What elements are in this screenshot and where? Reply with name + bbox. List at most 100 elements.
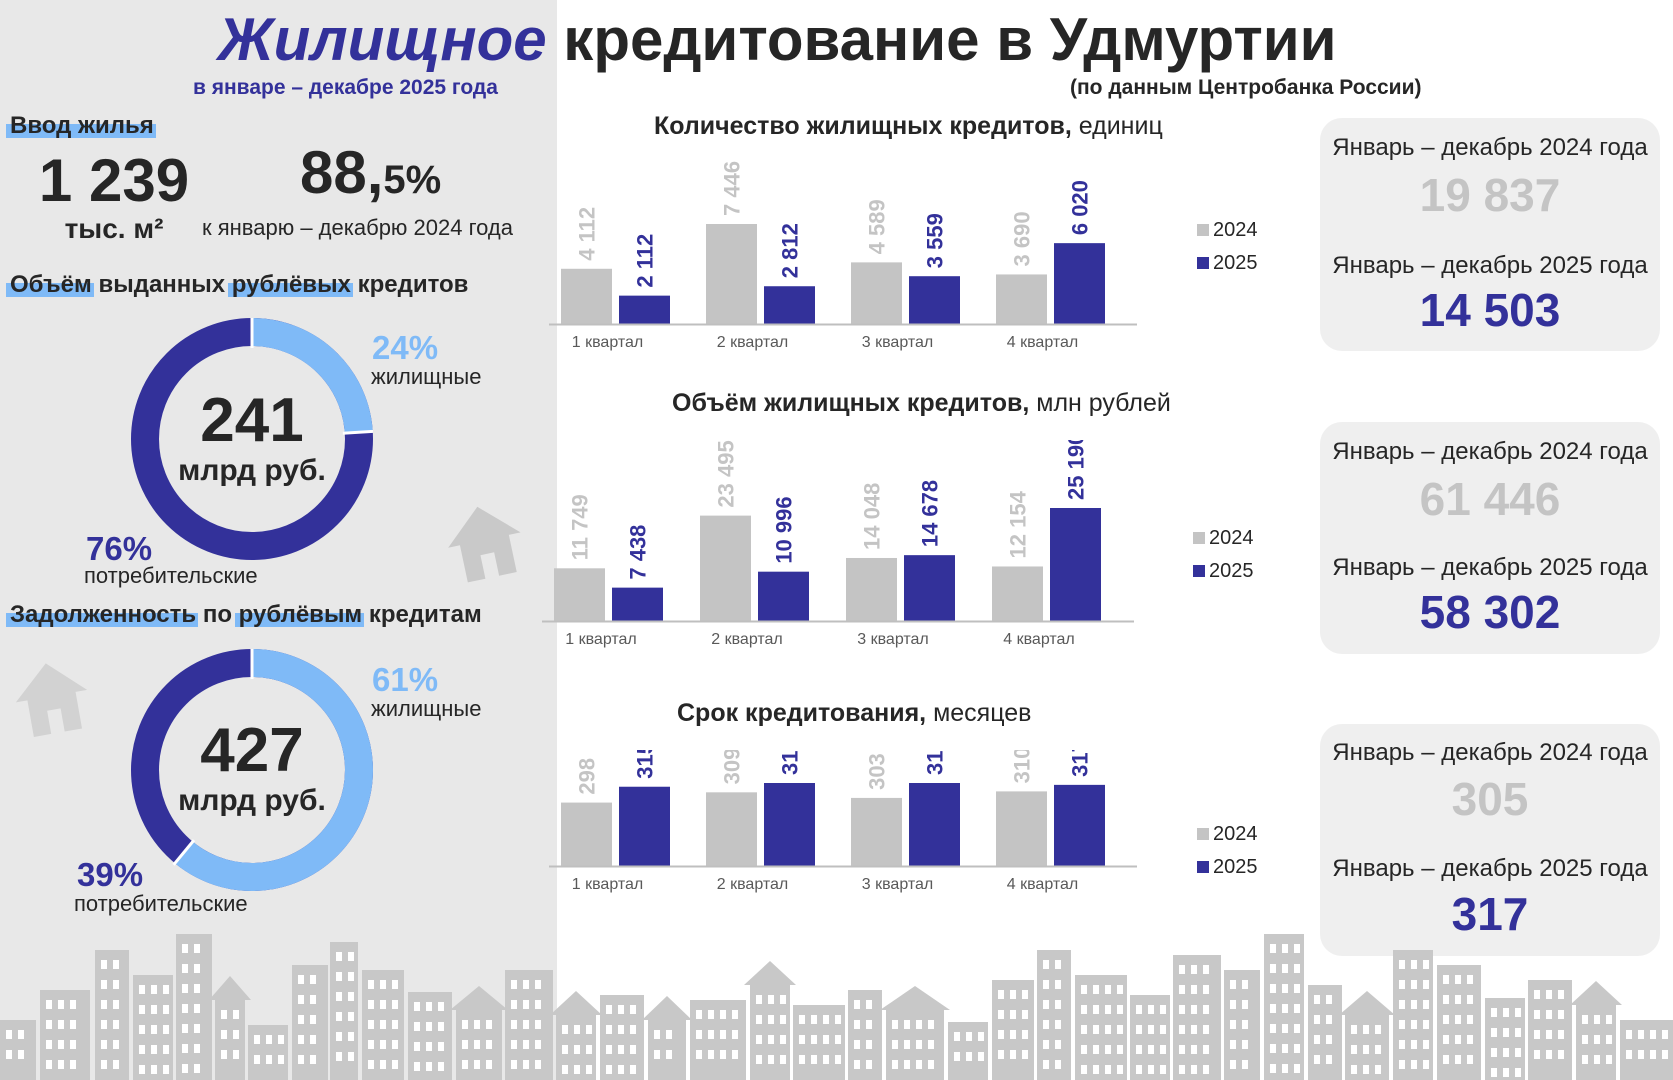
bar-2024-q2 (706, 792, 757, 866)
title-accent: Жилищное (218, 6, 547, 73)
issued-consumer-pct: 76% (86, 530, 153, 567)
bar-2025-q4 (1050, 508, 1101, 621)
bar-2025-q3 (904, 555, 955, 621)
bar-2025-q3 (909, 783, 960, 866)
source-note: (по данным Центробанка России) (1070, 76, 1422, 99)
data-label-2025-q1: 7 438 (626, 525, 651, 580)
data-label-2025-q3: 3 559 (923, 213, 948, 268)
chart3-title: Срок кредитования, месяцев (647, 698, 1031, 728)
data-label-2024-q1: 11 749 (568, 494, 593, 560)
loan-count-chart: 4 112 2 112 1 квартал 7 446 2 812 2 квартал 4 … (549, 161, 1137, 351)
data-label-2024-q2: 7 446 (720, 161, 745, 216)
bar-2024-q4 (996, 274, 1047, 324)
bar-2025-q4 (1054, 784, 1105, 866)
loan-term-chart: 298 315 1 квартал 309 319 2 квартал 303 319 3 кв… (549, 750, 1137, 893)
period-subtitle: в январе – декабре 2025 года (189, 75, 528, 101)
data-label-2025-q3: 319 (923, 750, 948, 775)
chart2-legend: 2024 2025 (1193, 522, 1254, 588)
summary-card-count: Январь – декабрь 2024 года 19 837 Январь… (1320, 118, 1660, 351)
data-label-2024-q1: 4 112 (575, 207, 600, 261)
housing-unit: тыс. м² (64, 213, 164, 244)
issued-housing-pct: 24% (372, 329, 439, 366)
page-title: Жилищное кредитование в Удмуртии (218, 4, 1418, 76)
data-label-2024-q3: 4 589 (865, 199, 890, 254)
bar-2024-q1 (554, 568, 605, 621)
category-label: 1 квартал (572, 334, 644, 351)
category-label: 4 квартал (1007, 334, 1079, 351)
debt-segment-gap (172, 839, 196, 866)
category-label: 2 квартал (717, 876, 789, 893)
bar-2025-q1 (619, 786, 670, 866)
debt-consumer-label: потребительские (74, 891, 248, 916)
issued-value: 241 (200, 386, 304, 455)
card-prev-label: Январь – декабрь 2024 года (1332, 438, 1648, 465)
issued-segment-gap (342, 429, 373, 435)
chart1-title: Количество жилищных кредитов, единиц (648, 111, 1163, 141)
data-label-2024-q4: 12 154 (1006, 490, 1031, 558)
bar-2024-q3 (851, 797, 902, 866)
issued-center: 241 млрд руб. (131, 388, 373, 488)
debt-donut (131, 649, 373, 891)
housing-value: 1 239 (38, 147, 190, 214)
bar-2024-q4 (996, 791, 1047, 866)
issued-section-label: Объём выданных рублёвых кредитов (10, 271, 469, 298)
data-label-2024-q4: 3 690 (1010, 211, 1035, 266)
category-label: 3 квартал (857, 631, 929, 648)
housing-growth-dec: 5% (383, 158, 442, 202)
card-cur-label: Январь – декабрь 2025 года (1332, 252, 1648, 279)
bar-2025-q1 (619, 295, 670, 324)
category-label: 1 квартал (565, 631, 637, 648)
card-cur-label: Январь – декабрь 2025 года (1332, 554, 1648, 581)
summary-card-term: Январь – декабрь 2024 года 305 Январь – … (1320, 724, 1660, 956)
data-label-2024-q4: 310 (1010, 750, 1035, 783)
category-label: 2 квартал (717, 334, 789, 351)
loan-volume-chart: 11 749 7 438 1 квартал 23 495 10 996 2 кварта… (542, 440, 1134, 648)
bar-2024-q2 (706, 224, 757, 324)
data-label-2025-q3: 14 678 (918, 480, 943, 547)
bar-2024-q3 (851, 262, 902, 324)
skyline-windows (6, 944, 1668, 1077)
data-label-2024-q1: 298 (575, 758, 600, 795)
house-icon (15, 663, 88, 737)
chart3-legend: 2024 2025 (1197, 818, 1258, 884)
legend-item-2024: 2024 (1193, 522, 1254, 555)
card-cur-value: 14 503 (1419, 284, 1561, 336)
data-label-2024-q3: 14 048 (860, 483, 885, 550)
category-label: 4 квартал (1003, 631, 1075, 648)
bar-2025-q2 (764, 783, 815, 866)
house-icon (448, 506, 521, 583)
period-text: в январе – декабре 2025 года (193, 76, 498, 99)
issued-donut (131, 318, 373, 560)
issued-unit: млрд руб. (178, 454, 326, 487)
debt-value: 427 (200, 716, 304, 785)
data-label-2025-q2: 319 (778, 750, 803, 775)
data-label-2025-q4: 25 190 (1064, 440, 1089, 500)
category-label: 1 квартал (572, 876, 644, 893)
data-label-2025-q1: 315 (633, 750, 658, 779)
legend-item-2025: 2025 (1197, 851, 1258, 884)
title-main: кредитование в Удмуртии (563, 6, 1337, 73)
bar-2024-q4 (992, 566, 1043, 621)
data-label-2025-q1: 2 112 (633, 234, 658, 288)
data-label-2025-q4: 6 020 (1068, 180, 1093, 235)
bar-2025-q2 (764, 286, 815, 324)
bar-2024-q1 (561, 802, 612, 866)
bar-2025-q3 (909, 276, 960, 324)
card-prev-value: 305 (1451, 773, 1529, 825)
bar-2024-q1 (561, 268, 612, 324)
debt-unit: млрд руб. (178, 784, 326, 817)
data-label-2025-q2: 2 812 (778, 223, 803, 278)
summary-card-volume: Январь – декабрь 2024 года 61 446 Январь… (1320, 422, 1660, 654)
data-label-2024-q2: 309 (720, 750, 745, 784)
data-label-2024-q3: 303 (865, 753, 890, 790)
debt-housing-pct: 61% (372, 661, 439, 698)
chart2-title: Объём жилищных кредитов, млн рублей (648, 388, 1171, 418)
legend-item-2024: 2024 (1197, 818, 1258, 851)
issued-housing-label: жилищные (371, 364, 482, 389)
card-cur-value: 58 302 (1419, 586, 1561, 638)
data-label-2025-q4: 317 (1068, 750, 1093, 777)
bar-2024-q2 (700, 515, 751, 621)
category-label: 4 квартал (1007, 876, 1079, 893)
category-label: 3 квартал (862, 876, 934, 893)
category-label: 2 квартал (711, 631, 783, 648)
